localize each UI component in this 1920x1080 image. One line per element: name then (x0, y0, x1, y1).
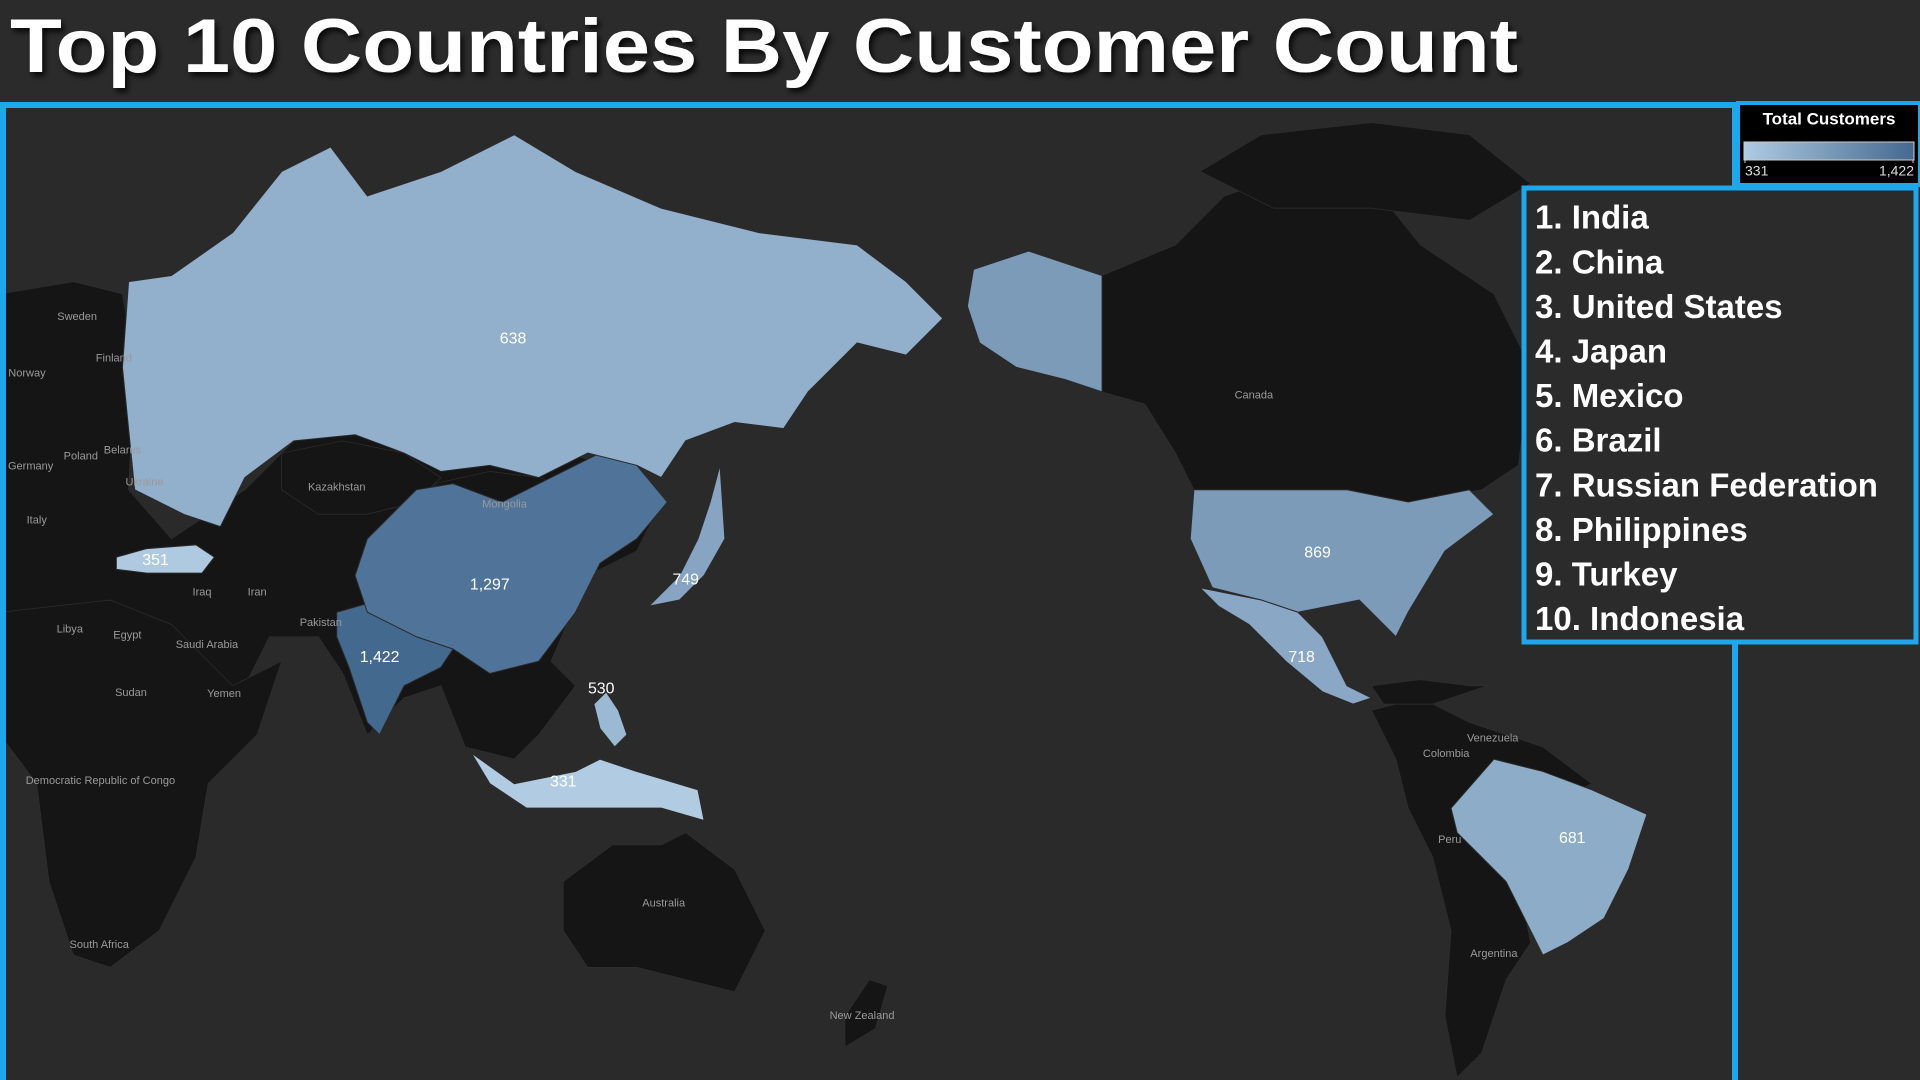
value-labels: 1,422 1,297 869 749 718 681 638 530 351 331 (142, 330, 1585, 847)
value-label: 638 (500, 330, 527, 347)
place-label: Iran (248, 587, 267, 599)
place-label: Australia (642, 898, 686, 910)
value-label: 351 (142, 552, 169, 569)
place-label: Ukraine (126, 476, 164, 488)
place-label: Kazakhstan (308, 481, 366, 493)
place-label: Iraq (193, 587, 212, 599)
place-label: Venezuela (1467, 732, 1519, 744)
land-australia (562, 832, 766, 993)
place-label: Peru (1438, 834, 1461, 846)
value-label: 681 (1559, 830, 1586, 847)
place-label: Yemen (207, 688, 241, 700)
ranking-item: 2. China (1535, 243, 1664, 280)
place-label: Finland (96, 353, 132, 365)
land-africa (6, 599, 283, 968)
title: Top 10 Countries By Customer Count (10, 4, 1518, 89)
place-label: Norway (8, 367, 46, 379)
country-region (354, 452, 668, 675)
place-label: Colombia (1423, 748, 1470, 760)
value-label: 869 (1304, 545, 1331, 562)
value-label: 749 (672, 572, 699, 589)
ranking-list: 1. India 2. China 3. United States 4. Japan… (1535, 199, 1878, 637)
place-label: Libya (57, 623, 84, 635)
ranking-item: 6. Brazil (1535, 422, 1662, 459)
country-region (1198, 586, 1373, 705)
place-label: Sweden (57, 311, 97, 323)
land-new-zealand (844, 979, 889, 1048)
country-region (966, 250, 1495, 638)
country-region (115, 544, 215, 574)
ranking-item: 10. Indonesia (1535, 600, 1745, 637)
value-label: 718 (1288, 649, 1315, 666)
ranking-item: 9. Turkey (1535, 556, 1678, 593)
ranking-item: 3. United States (1535, 288, 1783, 325)
value-label: 331 (550, 774, 577, 791)
regions (115, 134, 1648, 956)
land-caribbean (1370, 679, 1488, 705)
ranking-item: 4. Japan (1535, 333, 1667, 370)
place-label: Sudan (115, 687, 147, 699)
place-label: Italy (27, 514, 48, 526)
map: Sweden Finland Norway Germany Poland Belarus U… (6, 108, 1732, 1080)
value-label: 530 (588, 681, 615, 698)
country-region (1450, 758, 1648, 956)
value-label: 1,422 (360, 649, 400, 666)
place-label: Argentina (1470, 948, 1518, 960)
ranking-item: 1. India (1535, 199, 1649, 236)
place-labels: Sweden Finland Norway Germany Poland Belarus U… (8, 311, 1519, 1022)
ranking-box (1521, 185, 1919, 645)
ranking-item: 5. Mexico (1535, 377, 1684, 414)
place-label: Canada (1235, 389, 1274, 401)
land-arctic (1199, 122, 1532, 221)
country-region (647, 465, 726, 607)
place-label: New Zealand (830, 1010, 895, 1022)
place-label: Democratic Republic of Congo (26, 775, 175, 787)
country-region (121, 134, 944, 528)
place-label: Egypt (113, 629, 141, 641)
country-region (471, 752, 705, 822)
legend-tick-label: 331 (1745, 163, 1769, 179)
place-label: Germany (8, 460, 54, 472)
place-label: South Africa (69, 939, 129, 951)
place-label: Saudi Arabia (176, 639, 239, 651)
legend-ticks: 331 1,422 (1744, 160, 1914, 179)
country-region (593, 691, 628, 748)
legend-tick-label: 1,422 (1879, 163, 1914, 179)
place-label: Pakistan (300, 617, 342, 629)
legend-title: Total Customers (1763, 109, 1896, 128)
place-label: Mongolia (482, 498, 528, 510)
place-label: Belarus (104, 445, 142, 457)
ranking-item: 7. Russian Federation (1535, 466, 1878, 503)
legend-colorbar (1743, 141, 1915, 161)
map-layer: Sweden Finland Norway Germany Poland Belarus U… (6, 122, 1648, 1079)
ranking-item: 8. Philippines (1535, 511, 1748, 548)
place-label: Poland (64, 451, 98, 463)
value-label: 1,297 (470, 577, 510, 594)
